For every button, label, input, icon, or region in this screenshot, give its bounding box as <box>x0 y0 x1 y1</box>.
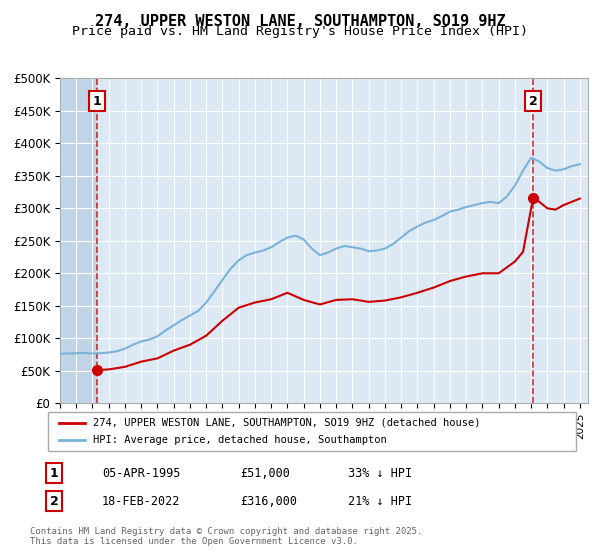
Text: 18-FEB-2022: 18-FEB-2022 <box>102 494 181 508</box>
Text: 21% ↓ HPI: 21% ↓ HPI <box>348 494 412 508</box>
Text: 274, UPPER WESTON LANE, SOUTHAMPTON, SO19 9HZ (detached house): 274, UPPER WESTON LANE, SOUTHAMPTON, SO1… <box>93 418 481 428</box>
Text: 1: 1 <box>50 466 58 480</box>
Text: 33% ↓ HPI: 33% ↓ HPI <box>348 466 412 480</box>
Text: Price paid vs. HM Land Registry's House Price Index (HPI): Price paid vs. HM Land Registry's House … <box>72 25 528 38</box>
Bar <box>60 78 97 403</box>
Text: £51,000: £51,000 <box>240 466 290 480</box>
Text: HPI: Average price, detached house, Southampton: HPI: Average price, detached house, Sout… <box>93 435 386 445</box>
Bar <box>60 78 97 403</box>
Text: 05-APR-1995: 05-APR-1995 <box>102 466 181 480</box>
FancyBboxPatch shape <box>48 412 576 451</box>
Text: £316,000: £316,000 <box>240 494 297 508</box>
Text: 1: 1 <box>92 95 101 108</box>
Text: Contains HM Land Registry data © Crown copyright and database right 2025.
This d: Contains HM Land Registry data © Crown c… <box>30 526 422 546</box>
Text: 2: 2 <box>529 95 538 108</box>
Text: 2: 2 <box>50 494 58 508</box>
Text: 274, UPPER WESTON LANE, SOUTHAMPTON, SO19 9HZ: 274, UPPER WESTON LANE, SOUTHAMPTON, SO1… <box>95 14 505 29</box>
